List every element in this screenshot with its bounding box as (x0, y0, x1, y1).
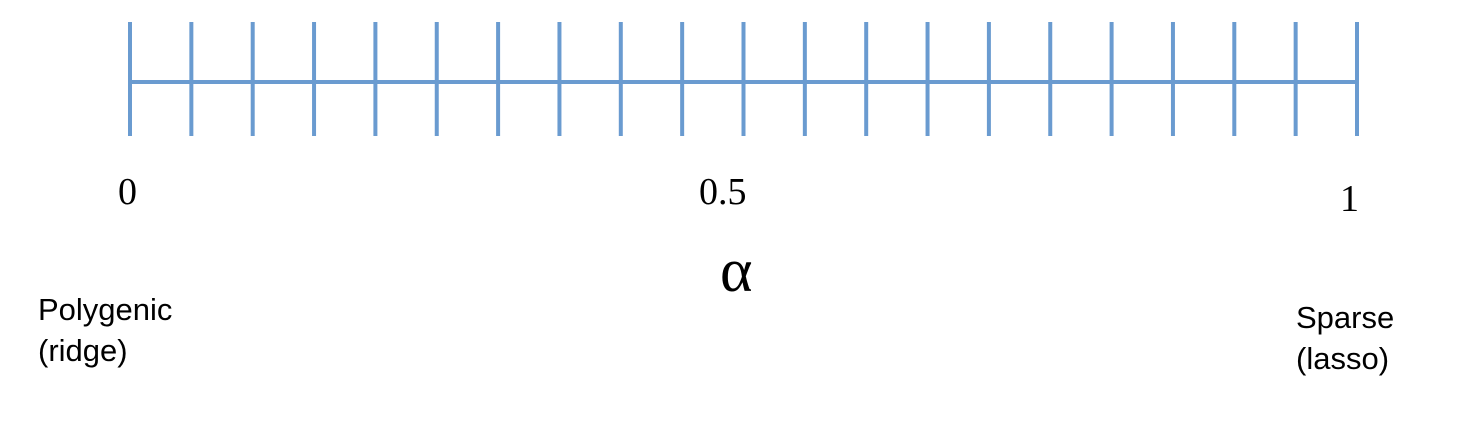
left-end-label-line2: (ridge) (38, 332, 128, 368)
tick-label-0.5: 0.5 (699, 171, 747, 213)
right-end-label-line2: (lasso) (1296, 340, 1390, 376)
left-end-label-line1: Polygenic (38, 292, 173, 327)
right-end-label: Sparse (lasso) (1296, 298, 1394, 380)
tick-label-1: 1 (1340, 178, 1359, 220)
right-end-label-line1: Sparse (1296, 300, 1395, 335)
tick-label-0: 0 (118, 171, 137, 213)
axis-symbol-alpha: α (720, 237, 753, 305)
left-end-label: Polygenic (ridge) (38, 290, 172, 372)
tick-marks (128, 22, 1359, 136)
